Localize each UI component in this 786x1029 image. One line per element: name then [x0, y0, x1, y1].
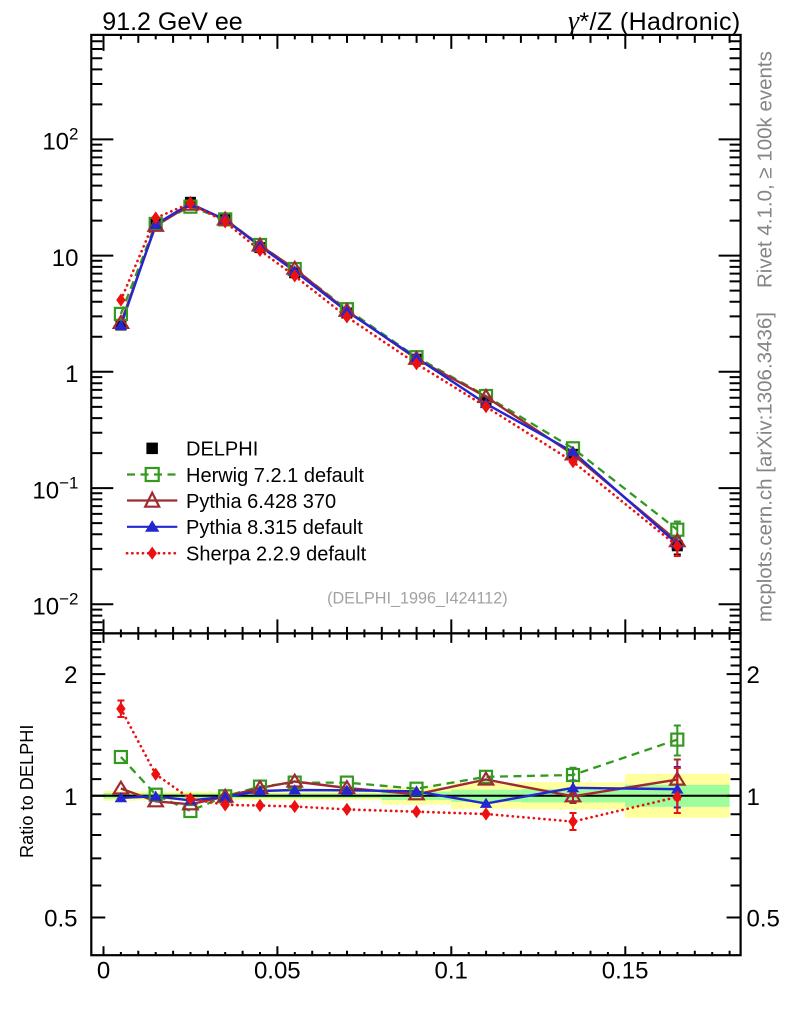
svg-text:Pythia 6.428 370: Pythia 6.428 370 — [186, 491, 336, 513]
svg-text:1: 1 — [64, 784, 77, 811]
svg-text:1: 1 — [65, 361, 78, 388]
svg-text:1: 1 — [747, 784, 760, 811]
svg-text:0.5: 0.5 — [747, 906, 780, 933]
svg-text:γ*/Z (Hadronic): γ*/Z (Hadronic) — [568, 6, 741, 37]
svg-text:0.15: 0.15 — [602, 958, 649, 985]
svg-text:2: 2 — [747, 662, 760, 689]
svg-text:2: 2 — [64, 662, 77, 689]
svg-text:(DELPHI_1996_I424112): (DELPHI_1996_I424112) — [327, 590, 508, 608]
svg-text:91.2 GeV ee: 91.2 GeV ee — [102, 8, 242, 36]
svg-text:Sherpa 2.2.9 default: Sherpa 2.2.9 default — [186, 544, 367, 566]
svg-text:Rivet 4.1.0, ≥ 100k events: Rivet 4.1.0, ≥ 100k events — [753, 51, 776, 288]
svg-text:Herwig 7.2.1 default: Herwig 7.2.1 default — [186, 465, 364, 487]
svg-text:Ratio to DELPHI: Ratio to DELPHI — [17, 725, 37, 858]
svg-text:0.5: 0.5 — [44, 906, 77, 933]
svg-text:mcplots.cern.ch [arXiv:1306.34: mcplots.cern.ch [arXiv:1306.3436] — [753, 312, 776, 622]
svg-text:DELPHI: DELPHI — [186, 439, 258, 461]
svg-text:0.1: 0.1 — [435, 958, 468, 985]
svg-text:0: 0 — [97, 958, 110, 985]
svg-text:Pythia 8.315 default: Pythia 8.315 default — [186, 517, 363, 539]
svg-text:10: 10 — [52, 245, 79, 272]
svg-text:0.05: 0.05 — [254, 958, 301, 985]
